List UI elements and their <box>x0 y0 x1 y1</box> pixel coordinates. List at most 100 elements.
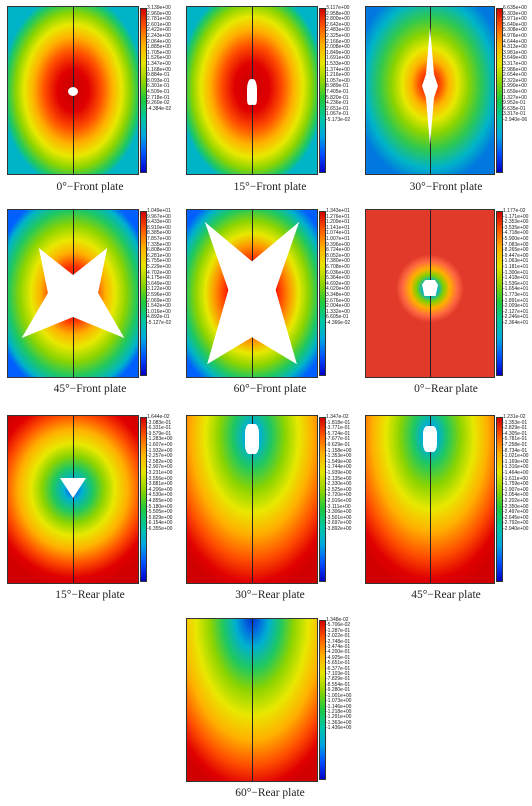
legend-tick-label: 1.209e+01 <box>326 219 350 226</box>
legend-tick-label: 5.640e+00 <box>503 21 527 28</box>
legend-tick-label: 9.396e+00 <box>326 241 350 248</box>
color-legend-bar <box>140 417 147 582</box>
legend-tick-label: 1.049e+01 <box>147 208 171 214</box>
legend-tick-label: -1.932e+00 <box>147 447 173 454</box>
legend-tick-label: 1.374e+00 <box>326 66 350 73</box>
panel-caption: 15°−Rear plate <box>55 589 125 601</box>
contour-plot-45-front <box>7 209 139 378</box>
legend-tick-label: -1.287e-01 <box>326 627 351 634</box>
legend-tick-label: 6.036e+00 <box>326 269 350 276</box>
legend-tick-label: -3.771e-01 <box>326 425 351 432</box>
legend-tick-label: -3.501e+00 <box>326 514 352 521</box>
legend-tick-label: -4.305e-01 <box>503 430 528 437</box>
legend-ticks: 3.139e+00 2.960e+00 2.781e+00 2.601e+00 2.42… <box>147 5 172 112</box>
legend-tick-label: -2.525e+00 <box>326 486 352 493</box>
panel-caption: 30°−Rear plate <box>235 589 305 601</box>
legend-tick-label: 2.322e+00 <box>503 77 527 84</box>
legend-tick-label: 3.122e+00 <box>147 286 171 293</box>
panel-60-front: 1.343e+01 1.276e+01 1.209e+01 1.141e+01 1.07… <box>180 205 360 405</box>
legend-tick-label: -7.829e-01 <box>326 676 351 683</box>
legend-tick-label: -6.377e-01 <box>326 665 351 672</box>
legend-tick-label: -1.464e+00 <box>503 469 529 476</box>
panel-0-front: 3.139e+00 2.960e+00 2.781e+00 2.601e+00 2.42… <box>0 0 180 200</box>
legend-tick-label: 4.509e-01 <box>147 88 170 95</box>
legend-tick-label: -2.127e+01 <box>503 308 529 315</box>
legend-tick-label: 2.064e+00 <box>147 38 171 45</box>
legend-tick-label: -2.009e+01 <box>503 303 529 310</box>
legend-tick-label: -3.892e+00 <box>326 525 352 532</box>
legend-tick-label: -1.611e+00 <box>503 475 529 482</box>
contour-plot-0-rear <box>365 209 495 378</box>
color-legend-bar <box>496 211 503 376</box>
legend-tick-label: -2.353e+00 <box>503 219 529 226</box>
hole-shape <box>422 27 438 145</box>
legend-tick-label: 7.857e+00 <box>147 235 171 242</box>
legend-tick-label: 9.884e-01 <box>147 72 170 79</box>
legend-tick-label: -2.364e+01 <box>503 319 529 326</box>
legend-tick-label: -3.306e+00 <box>326 509 352 516</box>
legend-tick-label: 2.069e+00 <box>147 297 171 304</box>
legend-tick-label: -2.022e-01 <box>326 633 351 640</box>
legend-tick-label: -5.505e+00 <box>147 509 173 516</box>
legend-tick-label: -5.900e+00 <box>503 235 529 242</box>
legend-tick-label: -4.366e-02 <box>326 319 351 326</box>
legend-tick-label: 5.308e+00 <box>503 27 527 34</box>
legend-tick-label: 1.691e+00 <box>326 55 350 62</box>
legend-tick-label: 1.327e+00 <box>503 94 527 101</box>
panel-caption: 60°−Front plate <box>233 383 307 395</box>
legend-tick-label: 6.303e+00 <box>503 10 527 17</box>
legend-tick-label: -1.607e+00 <box>147 441 173 448</box>
legend-tick-label: -4.200e-01 <box>326 649 351 656</box>
legend-tick-label: 1.990e+00 <box>503 83 527 90</box>
legend-tick-label: 2.483e+00 <box>326 27 350 34</box>
legend-tick-label: 9.433e+00 <box>147 219 171 226</box>
legend-tick-label: 2.986e+00 <box>503 66 527 73</box>
legend-tick-label: 9.967e+00 <box>147 213 171 220</box>
color-legend-bar <box>140 211 147 376</box>
legend-tick-label: -5.127e-02 <box>147 319 172 326</box>
legend-tick-label: -2.907e+00 <box>147 464 173 471</box>
legend-tick-label: 4.644e+00 <box>503 38 527 45</box>
legend-tick-label: 8.724e+00 <box>326 247 350 254</box>
color-legend-bar <box>319 620 326 780</box>
legend-tick-label: -4.530e+00 <box>147 492 173 499</box>
legend-tick-label: 4.976e+00 <box>503 32 527 39</box>
legend-tick-label: -4.384e-02 <box>147 105 172 112</box>
legend-tick-label: 8.385e+00 <box>147 230 171 237</box>
legend-ticks: 1.049e+01 9.967e+00 9.433e+00 8.910e+00 8.38… <box>147 208 172 326</box>
legend-tick-label: 3.139e+00 <box>147 5 171 11</box>
legend-tick-label: 6.808e+00 <box>147 247 171 254</box>
legend-tick-label: -1.939e+00 <box>326 469 352 476</box>
panel-caption: 15°−Front plate <box>233 181 307 193</box>
panel-caption: 60°−Rear plate <box>235 787 305 799</box>
legend-tick-label: 5.820e-01 <box>326 94 349 101</box>
legend-tick-label: -1.436e+00 <box>326 725 352 732</box>
legend-tick-label: -1.300e+01 <box>503 269 529 276</box>
legend-tick-label: 7.380e+00 <box>326 258 350 265</box>
legend-tick-label: -1.818e-01 <box>326 419 351 426</box>
legend-ticks: 1.231e-02 -1.353e-01 -2.829e-01 -4.305e-01-… <box>503 414 529 532</box>
legend-tick-label: 6.605e-01 <box>326 314 349 321</box>
legend-tick-label: 9.952e-01 <box>503 100 526 107</box>
legend-tick-label: -8.734e-01 <box>503 447 528 454</box>
legend-tick-label: 3.649e+00 <box>503 55 527 62</box>
legend-ticks: 1.347e-02 -1.818e-01 -3.771e-01 -5.724e-01-… <box>326 414 352 532</box>
legend-tick-label: 2.642e+00 <box>326 21 350 28</box>
panel-caption: 30°−Front plate <box>409 181 483 193</box>
color-legend-bar <box>496 417 503 582</box>
legend-tick-label: 2.601e+00 <box>147 21 171 28</box>
contour-plot-60-front <box>186 209 318 378</box>
panel-15-rear: 1.644e-02 -3.083e-01 -6.331e-01 -9.579e-01-… <box>0 410 180 610</box>
legend-tick-label: -2.829e-01 <box>503 425 528 432</box>
legend-tick-label: -5.651e-01 <box>326 660 351 667</box>
legend-tick-label: -3.535e+00 <box>503 224 529 231</box>
hole-shape <box>245 424 259 454</box>
legend-tick-label: -3.697e+00 <box>326 520 352 527</box>
legend-tick-label: 1.343e+01 <box>326 208 350 214</box>
legend-tick-label: -5.180e+00 <box>147 503 173 510</box>
legend-tick-label: 3.317e+00 <box>503 60 527 67</box>
legend-tick-label: -1.891e+01 <box>503 297 529 304</box>
legend-tick-label: -2.330e+00 <box>326 481 352 488</box>
legend-tick-label: -1.773e+01 <box>503 291 529 298</box>
legend-tick-label: -1.654e+01 <box>503 286 529 293</box>
